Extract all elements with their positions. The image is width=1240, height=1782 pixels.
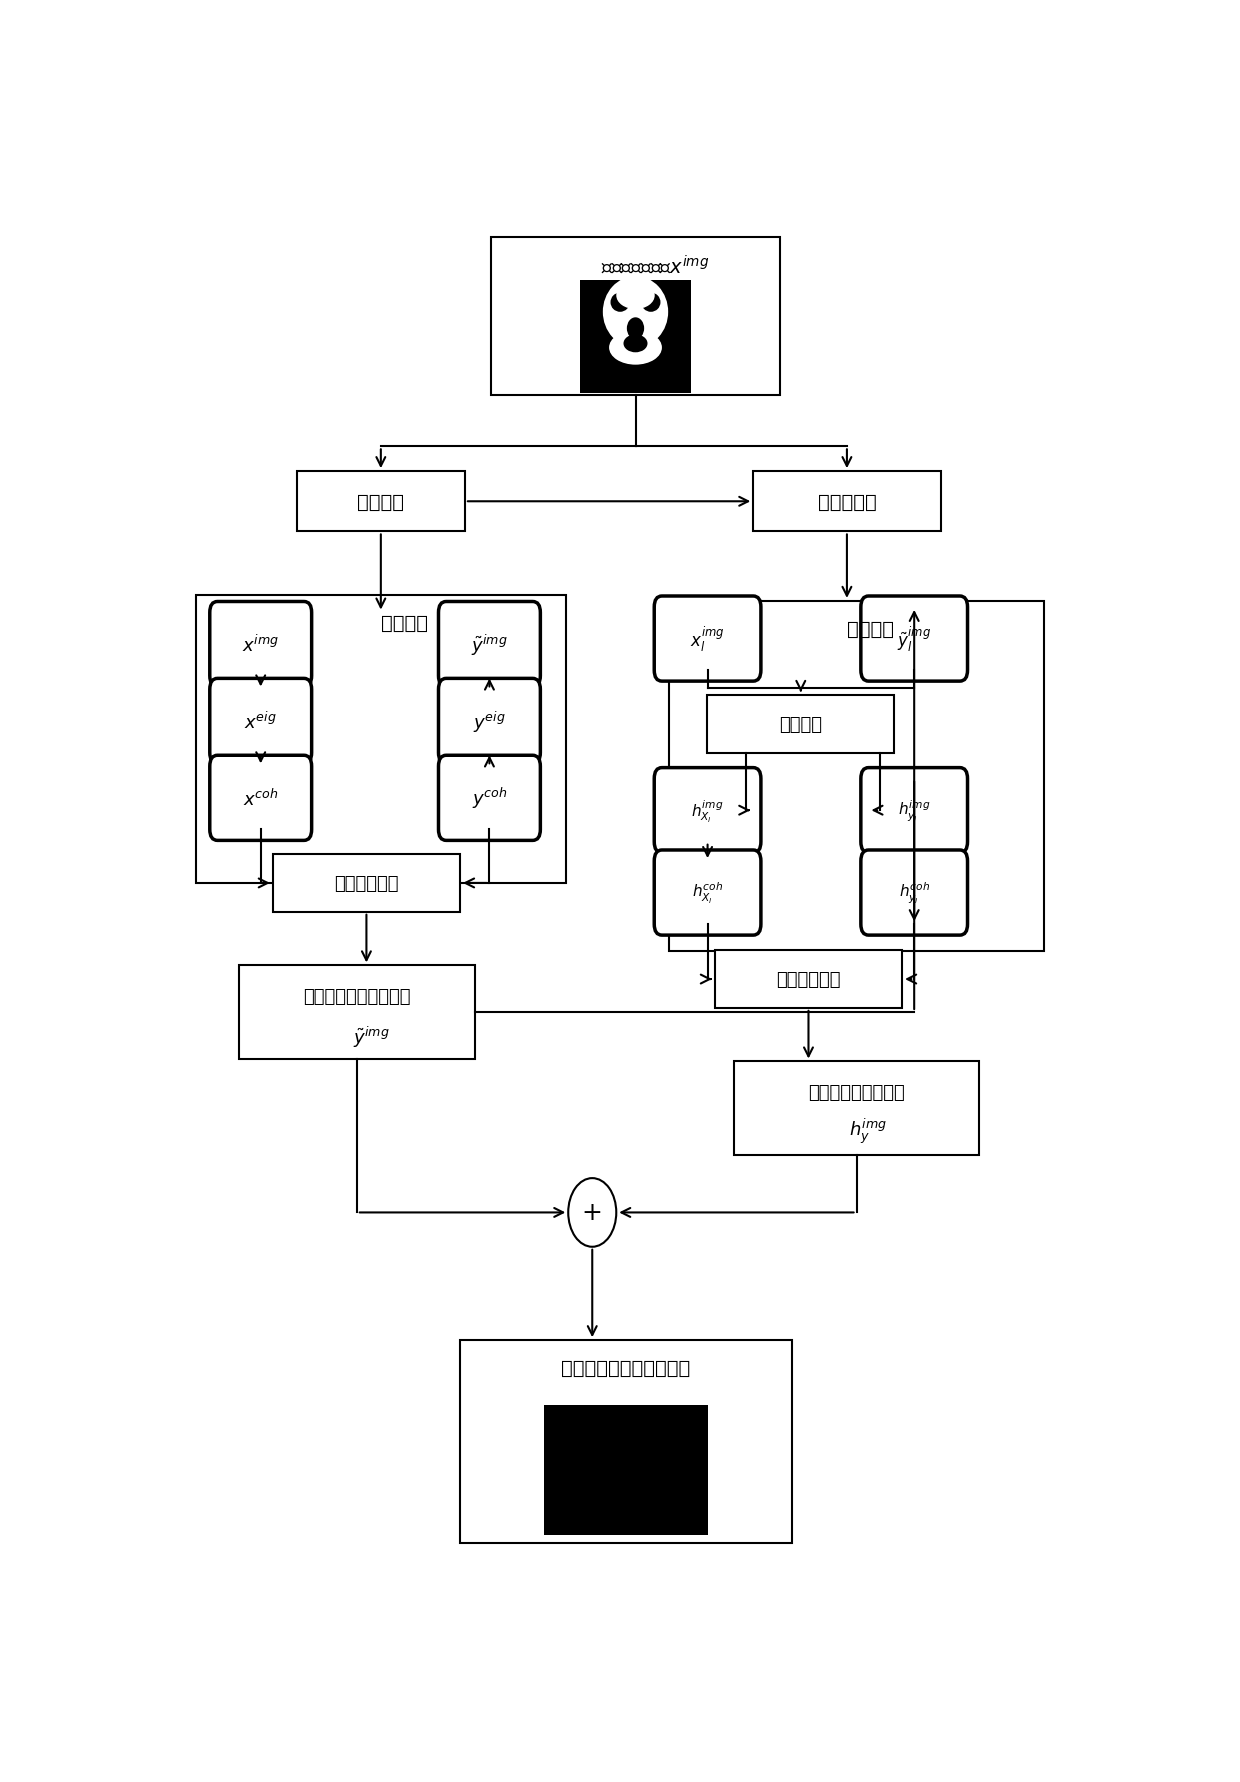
Bar xyxy=(239,966,475,1059)
FancyBboxPatch shape xyxy=(861,850,967,936)
Text: $h_{y_l}^{img}$: $h_{y_l}^{img}$ xyxy=(898,798,930,823)
Text: 全局图像: 全局图像 xyxy=(357,492,404,511)
Bar xyxy=(296,472,465,533)
FancyBboxPatch shape xyxy=(210,756,311,841)
Bar xyxy=(580,282,691,394)
Bar xyxy=(734,1062,980,1155)
Text: 局部图像块: 局部图像块 xyxy=(817,492,877,511)
Bar xyxy=(491,237,780,396)
Text: $x^{coh}$: $x^{coh}$ xyxy=(243,788,279,809)
FancyBboxPatch shape xyxy=(655,597,761,683)
Text: 计算残差: 计算残差 xyxy=(779,715,822,732)
Text: $h_{X_l}^{coh}$: $h_{X_l}^{coh}$ xyxy=(692,880,723,905)
Circle shape xyxy=(568,1178,616,1247)
Text: $\tilde{y}_l^{img}$: $\tilde{y}_l^{img}$ xyxy=(898,625,931,654)
Text: 局部线性嵌入: 局部线性嵌入 xyxy=(776,971,841,989)
Text: $y^{eig}$: $y^{eig}$ xyxy=(474,709,506,734)
Text: $h_{X_l}^{img}$: $h_{X_l}^{img}$ xyxy=(692,797,724,823)
Bar xyxy=(544,1404,708,1536)
Text: 最终重建的可见光谱图像: 最终重建的可见光谱图像 xyxy=(562,1358,691,1377)
Text: 重建可见光谱图像块: 重建可见光谱图像块 xyxy=(808,1083,905,1101)
Ellipse shape xyxy=(627,319,644,340)
Bar xyxy=(753,472,941,533)
FancyBboxPatch shape xyxy=(439,756,541,841)
Text: $y^{coh}$: $y^{coh}$ xyxy=(471,786,507,811)
Ellipse shape xyxy=(609,331,662,365)
Text: 局部细化: 局部细化 xyxy=(847,620,894,638)
FancyBboxPatch shape xyxy=(655,768,761,854)
FancyBboxPatch shape xyxy=(210,602,311,688)
Text: $h_y^{img}$: $h_y^{img}$ xyxy=(849,1116,887,1146)
Text: $\tilde{y}^{img}$: $\tilde{y}^{img}$ xyxy=(353,1025,389,1050)
FancyBboxPatch shape xyxy=(439,679,541,764)
Text: $x^{eig}$: $x^{eig}$ xyxy=(244,711,277,732)
Text: $\tilde{y}^{img}$: $\tilde{y}^{img}$ xyxy=(471,633,507,658)
Text: +: + xyxy=(582,1201,603,1224)
Ellipse shape xyxy=(610,294,630,312)
Text: $x^{img}$: $x^{img}$ xyxy=(242,634,279,656)
FancyBboxPatch shape xyxy=(439,602,541,688)
Bar xyxy=(460,1340,791,1543)
FancyBboxPatch shape xyxy=(861,597,967,683)
Bar xyxy=(196,595,565,884)
Text: 重建全局可见光谱图像: 重建全局可见光谱图像 xyxy=(303,987,410,1005)
Text: $y^{img}$: $y^{img}$ xyxy=(621,1475,658,1500)
Text: $h_{y_l}^{coh}$: $h_{y_l}^{coh}$ xyxy=(899,880,930,905)
Bar xyxy=(714,950,903,1009)
Ellipse shape xyxy=(641,294,661,312)
FancyBboxPatch shape xyxy=(655,850,761,936)
Text: 热红外测试图像$x^{img}$: 热红外测试图像$x^{img}$ xyxy=(600,255,709,278)
Bar xyxy=(273,855,460,912)
Bar xyxy=(707,695,894,754)
Bar xyxy=(670,602,1044,952)
FancyBboxPatch shape xyxy=(210,679,311,764)
Text: 全局重建: 全局重建 xyxy=(382,613,428,633)
Ellipse shape xyxy=(603,276,668,347)
FancyBboxPatch shape xyxy=(861,768,967,854)
Ellipse shape xyxy=(616,282,655,310)
Text: 局部线性嵌入: 局部线性嵌入 xyxy=(334,875,399,893)
Ellipse shape xyxy=(624,335,647,353)
Text: $x_l^{img}$: $x_l^{img}$ xyxy=(691,625,725,654)
